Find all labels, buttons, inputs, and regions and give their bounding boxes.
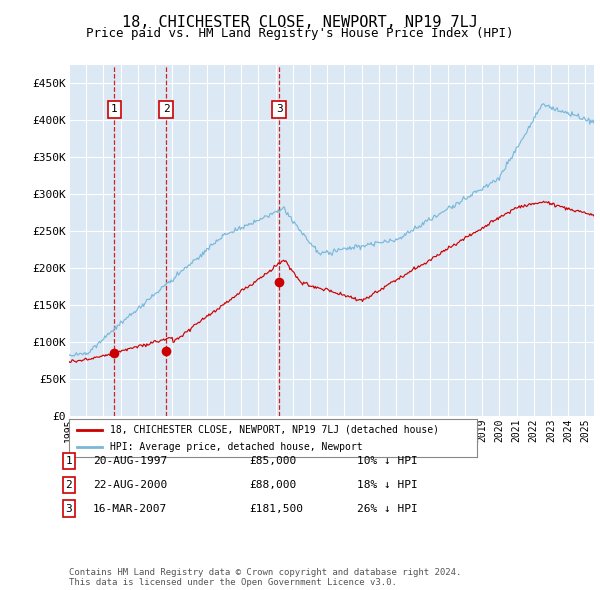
Text: Price paid vs. HM Land Registry's House Price Index (HPI): Price paid vs. HM Land Registry's House … (86, 27, 514, 40)
Text: 3: 3 (276, 104, 283, 114)
Text: 1: 1 (111, 104, 118, 114)
Text: 2: 2 (65, 480, 73, 490)
Text: 18, CHICHESTER CLOSE, NEWPORT, NP19 7LJ: 18, CHICHESTER CLOSE, NEWPORT, NP19 7LJ (122, 15, 478, 30)
Text: £181,500: £181,500 (249, 504, 303, 513)
Text: £85,000: £85,000 (249, 457, 296, 466)
Text: 18% ↓ HPI: 18% ↓ HPI (357, 480, 418, 490)
Text: 1: 1 (65, 457, 73, 466)
Text: Contains HM Land Registry data © Crown copyright and database right 2024.
This d: Contains HM Land Registry data © Crown c… (69, 568, 461, 587)
Text: 3: 3 (65, 504, 73, 513)
Text: 10% ↓ HPI: 10% ↓ HPI (357, 457, 418, 466)
Text: 26% ↓ HPI: 26% ↓ HPI (357, 504, 418, 513)
Text: 22-AUG-2000: 22-AUG-2000 (93, 480, 167, 490)
Text: 16-MAR-2007: 16-MAR-2007 (93, 504, 167, 513)
Text: HPI: Average price, detached house, Newport: HPI: Average price, detached house, Newp… (110, 441, 362, 451)
Text: 18, CHICHESTER CLOSE, NEWPORT, NP19 7LJ (detached house): 18, CHICHESTER CLOSE, NEWPORT, NP19 7LJ … (110, 425, 439, 435)
Text: 20-AUG-1997: 20-AUG-1997 (93, 457, 167, 466)
Text: £88,000: £88,000 (249, 480, 296, 490)
Text: 2: 2 (163, 104, 169, 114)
